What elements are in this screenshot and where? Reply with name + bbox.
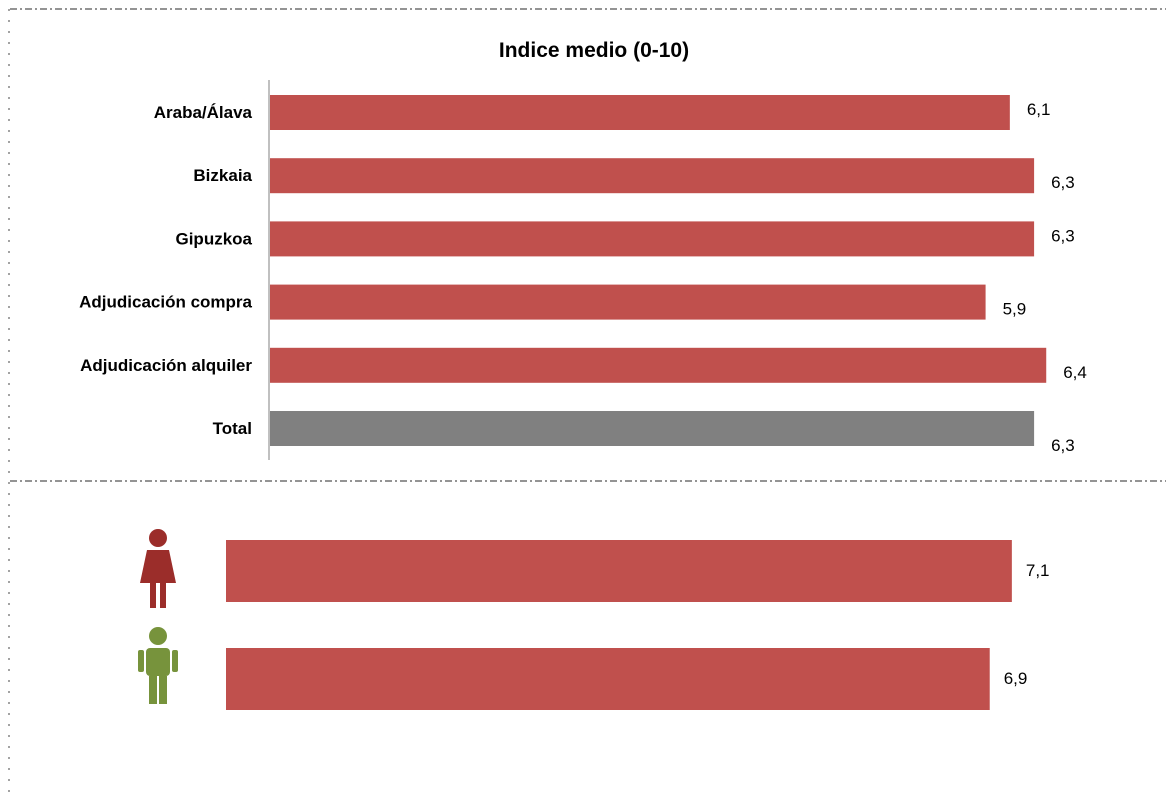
bars-group: Araba/Álava 6,1 Bizkaia 6,3 Gipuzkoa 6,3 Adjud… bbox=[79, 95, 1087, 455]
chart-title: Indice medio (0-10) bbox=[499, 39, 689, 62]
value-label-adjudicacion-alquiler: 6,4 bbox=[1063, 363, 1087, 382]
category-label-araba-alava: Araba/Álava bbox=[154, 103, 253, 122]
value-label-bizkaia: 6,3 bbox=[1051, 173, 1075, 192]
bar-male bbox=[226, 648, 990, 710]
category-label-gipuzkoa: Gipuzkoa bbox=[175, 229, 252, 248]
bar-adjudicacion-alquiler bbox=[270, 347, 1047, 383]
bar-bizkaia bbox=[270, 158, 1035, 194]
category-label-bizkaia: Bizkaia bbox=[193, 166, 252, 185]
value-label-araba-alava: 6,1 bbox=[1027, 100, 1051, 119]
value-label-male: 6,9 bbox=[1004, 669, 1028, 688]
value-label-adjudicacion-compra: 5,9 bbox=[1003, 300, 1027, 319]
category-label-adjudicacion-compra: Adjudicación compra bbox=[79, 293, 252, 312]
bar-total bbox=[270, 411, 1035, 446]
gender-index-chart: 7,1 6,9 bbox=[138, 529, 1050, 710]
category-label-total: Total bbox=[213, 419, 252, 438]
female-icon bbox=[140, 529, 176, 608]
bar-female bbox=[226, 540, 1012, 602]
value-label-total: 6,3 bbox=[1051, 436, 1075, 455]
gender-bars-group: 7,1 6,9 bbox=[226, 540, 1050, 710]
male-icon bbox=[138, 627, 178, 704]
value-label-female: 7,1 bbox=[1026, 561, 1050, 580]
regional-index-chart: Indice medio (0-10) Araba/Álava 6,1 Bizkai… bbox=[79, 39, 1087, 460]
bar-gipuzkoa bbox=[270, 221, 1035, 257]
category-label-adjudicacion-alquiler: Adjudicación alquiler bbox=[80, 356, 252, 375]
value-label-gipuzkoa: 6,3 bbox=[1051, 226, 1075, 245]
bar-araba-alava bbox=[270, 95, 1010, 130]
bar-adjudicacion-compra bbox=[270, 284, 986, 320]
